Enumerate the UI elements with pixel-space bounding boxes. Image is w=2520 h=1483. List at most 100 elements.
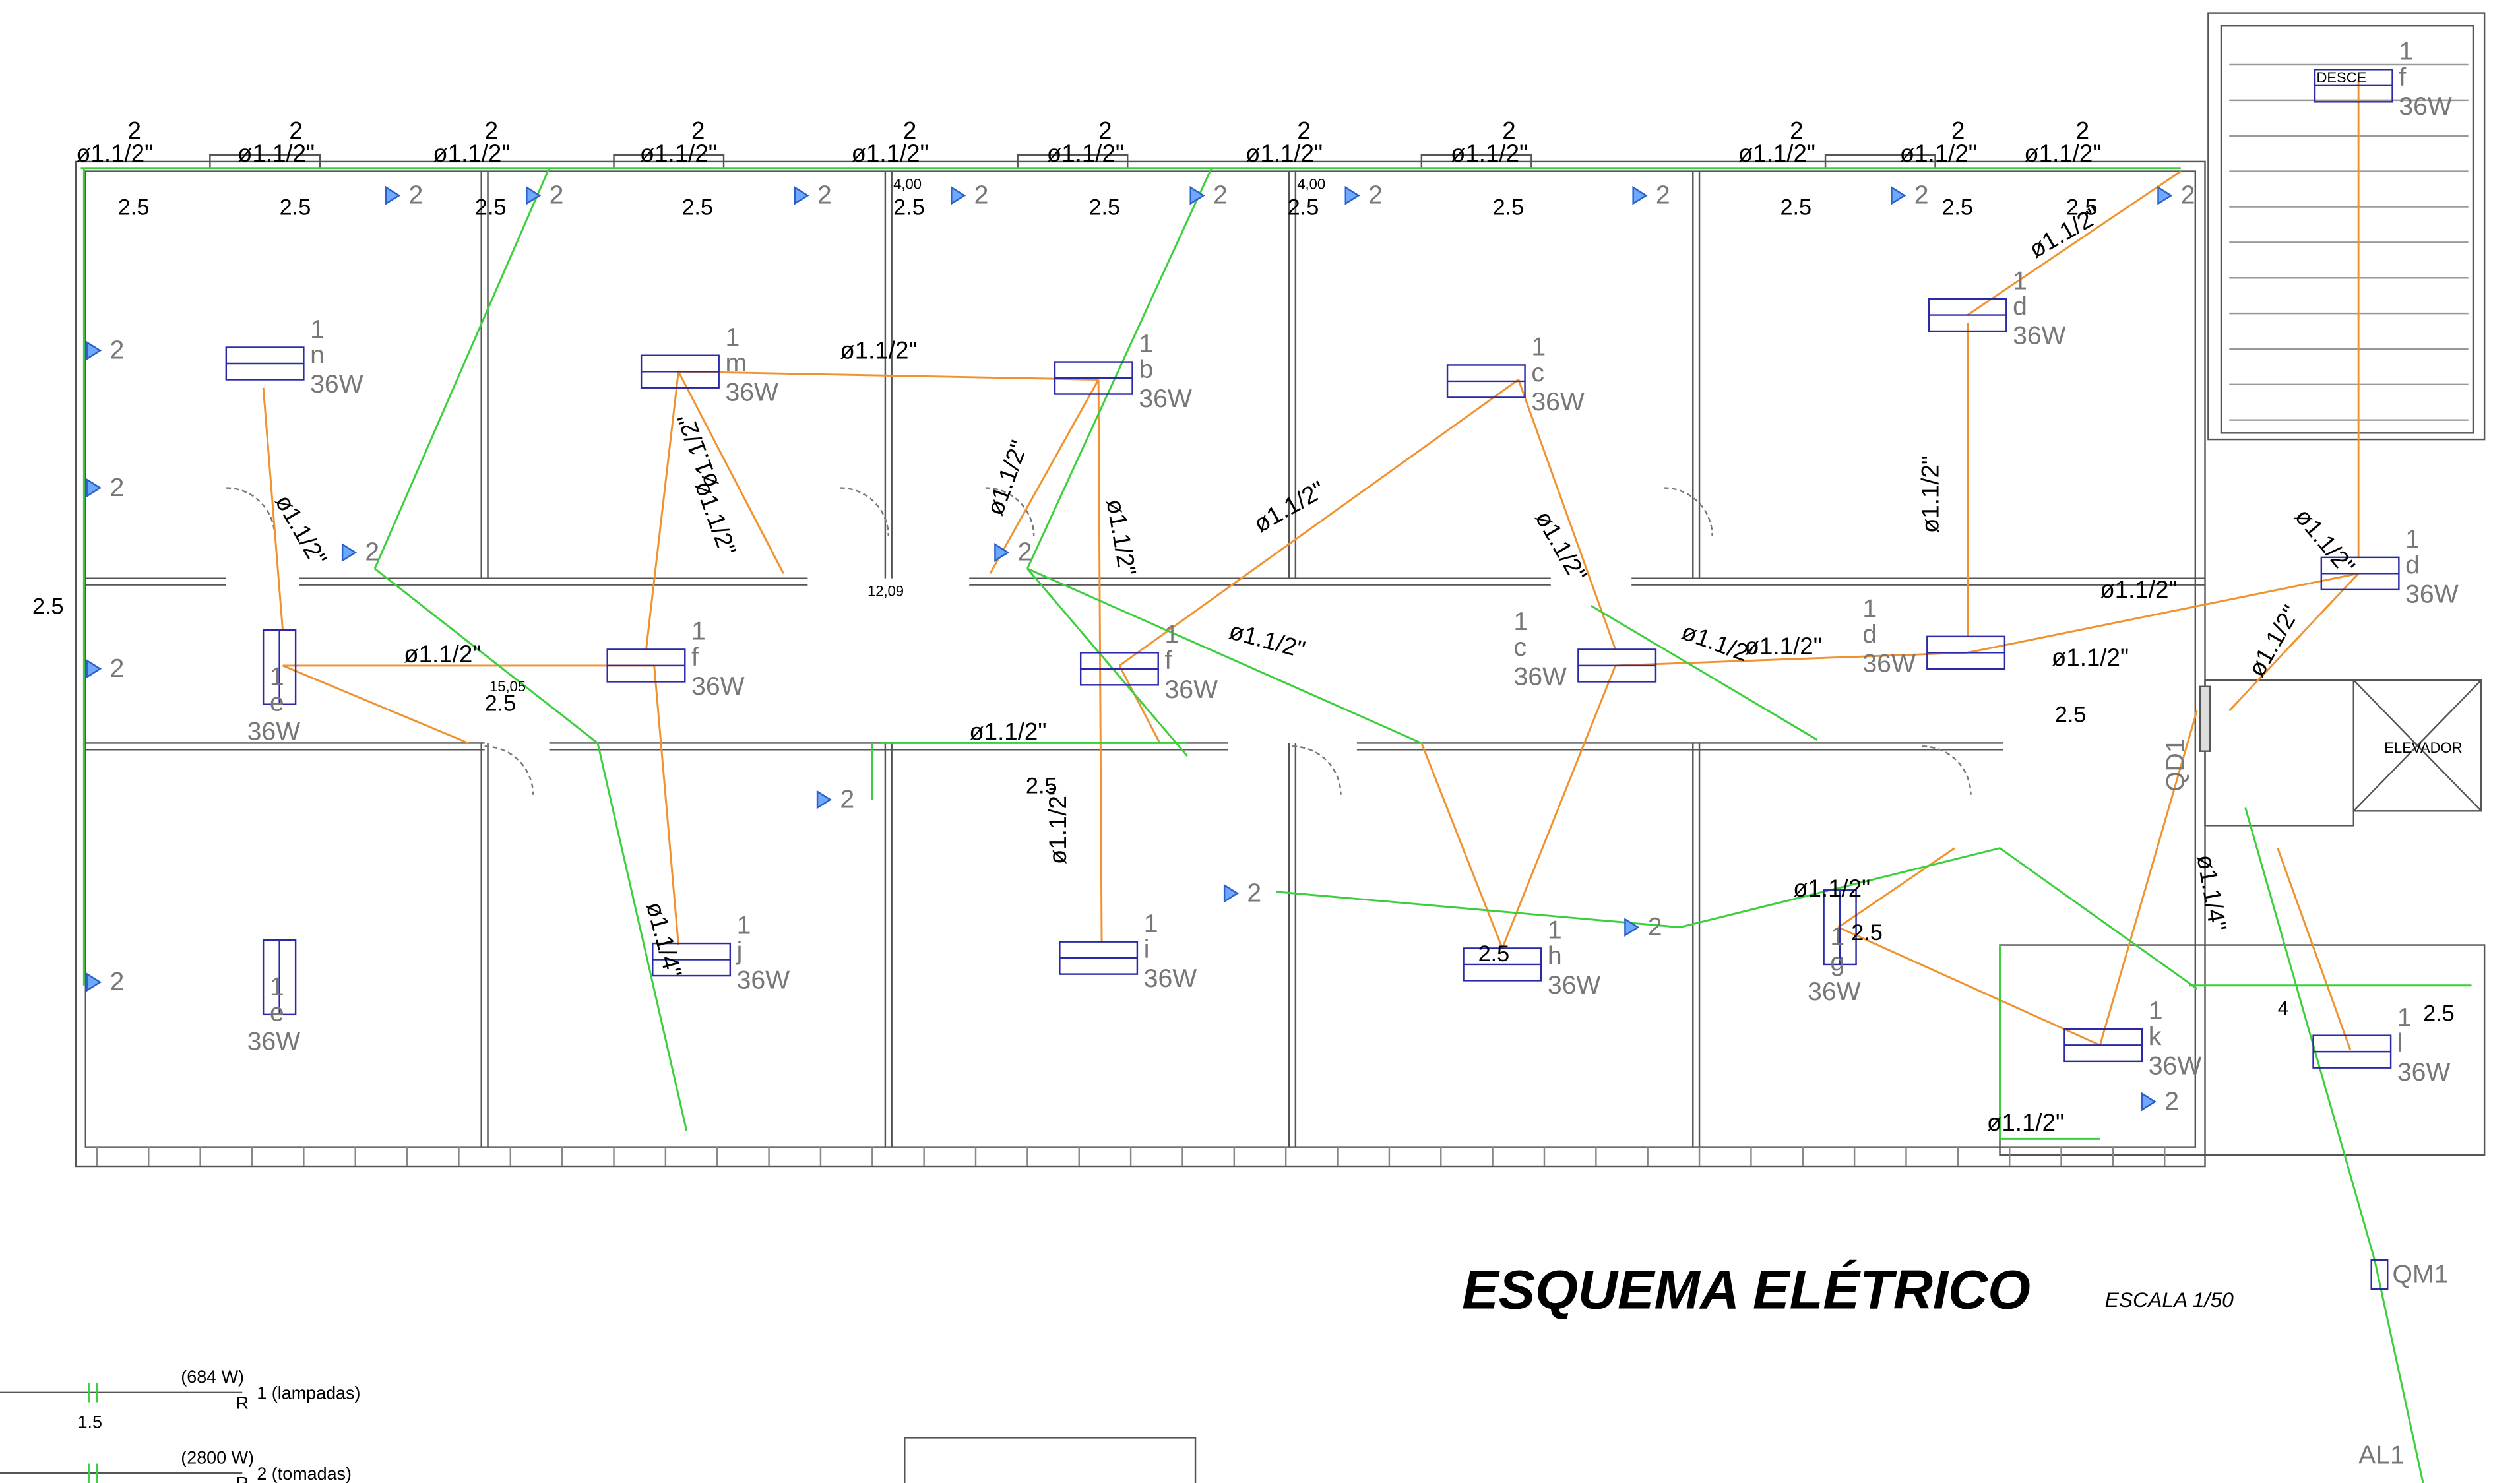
fixture-power: 36W (310, 370, 363, 398)
fixture-power: 36W (1139, 385, 1192, 413)
fixture-circuit: 1 (1548, 916, 1562, 945)
outlet (1624, 918, 1640, 937)
door-swing (985, 487, 1035, 537)
outlet (86, 659, 102, 679)
wire (653, 665, 679, 945)
fixture-circuit: 1 (2013, 267, 2027, 295)
wire (596, 743, 688, 1131)
conduit-label: ø1.1/2" (1044, 787, 1071, 864)
dimension: 2.5 (485, 691, 517, 716)
outlet (526, 185, 542, 205)
wire (1615, 651, 1968, 667)
qm-panel (2370, 1259, 2389, 1290)
circuit-number: 2 (2076, 117, 2089, 144)
outlet (1891, 185, 1906, 205)
fixture-power: 36W (725, 378, 778, 406)
wire (1501, 665, 1617, 949)
fixture-circuit: 1 (310, 315, 325, 344)
dimension: 4,00 (893, 176, 922, 193)
fixture-power: 36W (1548, 971, 1601, 999)
wire (374, 567, 598, 744)
fixture-switch: n (310, 341, 325, 369)
elevator-label: ELEVADOR (2384, 740, 2462, 756)
wire (2244, 807, 2376, 1261)
fixture-circuit: 1 (737, 911, 751, 939)
outlet-circuit: 2 (409, 181, 424, 210)
wire (2374, 1259, 2424, 1483)
legend-phase: R (236, 1474, 249, 1483)
conduit-label: ø1.1/2" (76, 140, 153, 167)
wire-section: 2.5 (1941, 195, 1973, 220)
dimension: 12,09 (867, 583, 904, 600)
fixture-power: 36W (1531, 388, 1585, 416)
outlet-circuit: 2 (974, 181, 989, 210)
fixture-power: 36W (1513, 662, 1567, 691)
circuit-number: 2 (691, 117, 705, 144)
dimension: 2.5 (1851, 920, 1883, 945)
conduit-label: ø1.1/2" (840, 337, 917, 364)
fixture-power: 36W (691, 672, 745, 701)
outlet (1223, 883, 1240, 903)
wire (1097, 379, 1103, 942)
outlet-circuit: 2 (1368, 181, 1383, 210)
outer-wall (75, 160, 2206, 1168)
outlet-circuit: 2 (1656, 181, 1670, 210)
fixture-power: 36W (1862, 650, 1916, 678)
outlet-circuit: 2 (1914, 181, 1929, 210)
circuit-number: 2 (1502, 117, 1515, 144)
conduit-label: ø1.1/2" (851, 140, 928, 167)
outlet (794, 185, 809, 205)
conduit-label: ø1.1/4" (641, 899, 687, 981)
outlet-circuit: 2 (2164, 1087, 2179, 1116)
conduit-label: ø1.1/2" (1245, 140, 1323, 167)
conduit-label: ø1.1/2" (2024, 140, 2101, 167)
fixture-switch: m (725, 349, 747, 377)
outlet-circuit: 2 (110, 336, 125, 365)
outer-wall-inner (84, 170, 2197, 1148)
legend-power: (2800 W) (181, 1448, 254, 1468)
conduit-label: ø1.1/2" (1451, 140, 1528, 167)
fixture-power: 36W (2399, 92, 2452, 121)
outlet (994, 543, 1010, 562)
qd-cable: 4 (2278, 997, 2288, 1019)
fixture-circuit: 1 (2149, 997, 2163, 1025)
conduit-label: ø1.1/2" (969, 718, 1046, 745)
door-swing (840, 487, 890, 537)
fixture-power: 36W (1165, 676, 1218, 704)
wire (1680, 847, 2000, 929)
fixture-switch: h (1548, 942, 1562, 970)
wire (1026, 568, 1188, 757)
fixture-circuit: 1 (2397, 1003, 2412, 1032)
outlet-circuit: 2 (2181, 181, 2195, 210)
circuit-number: 2 (127, 117, 141, 144)
wire-section: 2.5 (2066, 195, 2098, 220)
conduit-label: ø1.1/2" (1745, 633, 1822, 660)
dimension: 15,05 (489, 678, 526, 695)
wire (677, 371, 784, 575)
wire (2277, 848, 2352, 1051)
outlet-circuit: 2 (110, 654, 125, 683)
conduit-label: ø1.1/2" (1738, 140, 1815, 167)
outlet (86, 972, 102, 992)
conduit-label: ø1.1/2" (672, 410, 724, 492)
fixture-switch: e (270, 688, 284, 716)
wire-section: 2.5 (475, 195, 507, 220)
conduit-label: ø1.1/2" (237, 140, 315, 167)
outlet (2141, 1092, 2157, 1112)
wire (1838, 926, 2100, 1046)
fixture-power: 36W (247, 1028, 301, 1056)
fixture-circuit: 1 (691, 617, 706, 646)
door-swing (484, 745, 534, 795)
fixture-circuit: 1 (1862, 594, 1877, 623)
dimension: 4,00 (1297, 176, 1325, 193)
conduit-label: ø1.1/2" (981, 437, 1033, 519)
fixture-circuit: 1 (1531, 333, 1546, 362)
fixture-switch: f (1165, 647, 1172, 675)
fixture-power: 36W (1144, 964, 1197, 993)
wiring (80, 80, 2472, 1483)
fixture-switch: e (270, 999, 284, 1027)
wire-section: 2.5 (118, 195, 150, 220)
dimension: 2.5 (1478, 941, 1510, 966)
wire (989, 379, 1100, 575)
